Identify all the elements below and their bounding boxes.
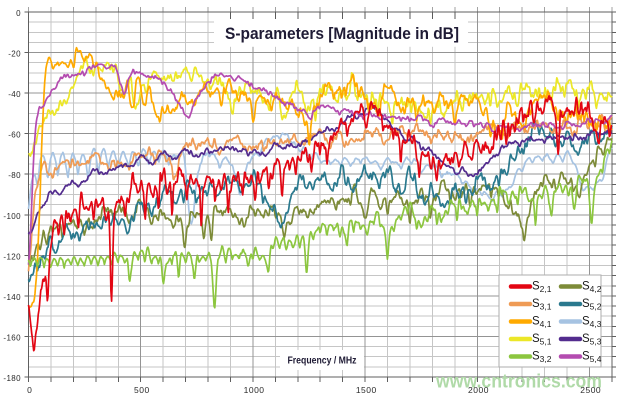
svg-text:500: 500 [134, 385, 150, 395]
svg-text:-160: -160 [3, 333, 21, 342]
svg-text:-140: -140 [3, 293, 21, 302]
svg-text:S3,2: S3,2 [532, 351, 552, 364]
svg-text:S5,1: S5,1 [532, 333, 552, 346]
svg-text:S4,3: S4,3 [582, 316, 602, 329]
svg-text:-60: -60 [8, 131, 21, 140]
svg-text:S5,2: S5,2 [582, 298, 602, 311]
svg-text:1000: 1000 [244, 385, 265, 395]
svg-text:-100: -100 [3, 212, 21, 221]
svg-text:0: 0 [16, 9, 21, 18]
svg-text:S2,1: S2,1 [532, 281, 552, 294]
svg-text:2000: 2000 [468, 385, 489, 395]
svg-text:www.cntronics.com: www.cntronics.com [435, 372, 602, 393]
svg-text:1500: 1500 [356, 385, 377, 395]
svg-text:-20: -20 [8, 50, 21, 59]
svg-text:-40: -40 [8, 90, 21, 99]
svg-text:S5,4: S5,4 [582, 351, 602, 364]
svg-text:0: 0 [27, 385, 32, 395]
svg-text:S5,3: S5,3 [582, 333, 602, 346]
svg-text:-180: -180 [3, 374, 21, 383]
svg-text:-80: -80 [8, 171, 21, 180]
svg-text:-120: -120 [3, 252, 21, 261]
svg-text:S4,1: S4,1 [532, 316, 552, 329]
svg-text:2500: 2500 [580, 385, 601, 395]
svg-text:S3,1: S3,1 [532, 298, 552, 311]
svg-text:S-parameters [Magnitude in dB]: S-parameters [Magnitude in dB] [225, 24, 459, 43]
svg-text:S4,2: S4,2 [582, 281, 602, 294]
svg-text:Frequency / MHz: Frequency / MHz [288, 355, 357, 367]
